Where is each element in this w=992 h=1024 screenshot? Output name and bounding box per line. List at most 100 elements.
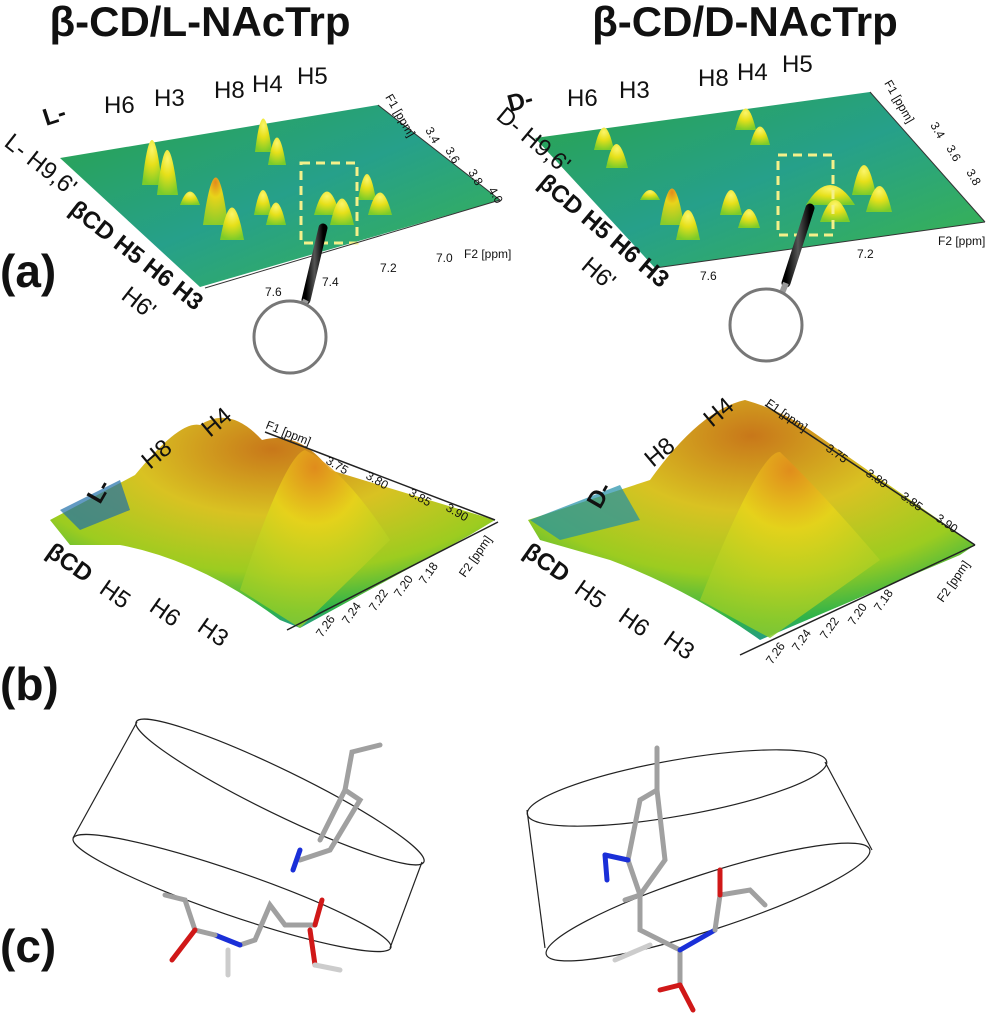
f2-tick: 7.0 xyxy=(436,251,453,265)
peak xyxy=(330,198,354,225)
peak xyxy=(660,188,684,225)
f2-axis xyxy=(204,199,501,289)
f1-axis xyxy=(264,431,496,521)
f2-tick: 7.22 xyxy=(817,614,842,641)
cross-peaks xyxy=(142,118,392,240)
proton-label: H5 xyxy=(95,575,136,615)
f2-axis xyxy=(286,521,499,631)
nactrp-molecule-l xyxy=(162,742,383,978)
proton-label: H4 xyxy=(252,71,283,98)
peak xyxy=(720,190,742,215)
f2-axis xyxy=(739,544,976,656)
peak xyxy=(180,191,200,205)
panel-label-c: (c) xyxy=(0,920,56,972)
peak xyxy=(735,108,756,130)
noesy-surface-right: 7.6 7.2 F2 [ppm] F1 [ppm] 3.4 3.6 3.8 xyxy=(535,78,986,283)
peak xyxy=(157,150,178,195)
cavity-side xyxy=(389,861,423,949)
f2-axis-label: F2 [ppm] xyxy=(934,558,973,605)
panel-label-b: (b) xyxy=(0,658,59,710)
peak xyxy=(255,118,272,152)
cyclodextrin-cavity-right xyxy=(526,749,873,962)
f2-tick: 7.2 xyxy=(857,247,874,261)
title-right: β-CD/D-NAcTrp xyxy=(592,0,898,45)
enantiomer-label-l: L- xyxy=(40,99,70,132)
side-label: βCD xyxy=(42,538,98,588)
f1-axis xyxy=(764,404,976,546)
peak xyxy=(358,174,376,200)
peak xyxy=(594,127,614,150)
peak xyxy=(220,207,244,240)
proton-label: H3 xyxy=(659,626,700,666)
peak xyxy=(866,186,892,212)
f2-tick: 7.4 xyxy=(322,275,339,289)
noesy-surface-left: 7.6 7.4 7.2 7.0 F2 [ppm] F1 [ppm] 3.4 3.… xyxy=(60,92,511,299)
peak xyxy=(852,165,876,195)
peak xyxy=(203,177,228,225)
spectrum-plane xyxy=(60,105,500,287)
magnifier-icon xyxy=(728,203,815,363)
proton-label: H3 xyxy=(154,85,185,112)
f2-axis xyxy=(654,221,986,269)
peak xyxy=(314,191,340,215)
proton-label: H6 xyxy=(567,85,598,112)
peak xyxy=(750,126,770,145)
f1-axis xyxy=(869,91,986,223)
proton-label: H6 xyxy=(145,593,186,633)
peak xyxy=(254,190,272,215)
proton-label: H6 xyxy=(614,603,655,643)
f2-tick: 7.22 xyxy=(366,586,391,613)
zoom-region-box xyxy=(299,161,359,245)
cavity-rim-narrow xyxy=(72,833,392,953)
proton-label: H5 xyxy=(570,575,611,615)
peak xyxy=(820,200,850,222)
f2-axis-label: F2 [ppm] xyxy=(938,234,985,248)
side-label: H6' xyxy=(576,252,620,295)
peak xyxy=(368,192,392,215)
cavity-side xyxy=(824,761,873,851)
surface-edge xyxy=(530,485,640,540)
zoom-region-box xyxy=(776,153,835,237)
f2-tick: 7.6 xyxy=(700,269,717,283)
proton-label: H6 xyxy=(104,92,135,119)
f2-axis-label: F2 [ppm] xyxy=(464,247,511,261)
f2-tick: 7.6 xyxy=(265,285,282,299)
f2-tick: 7.2 xyxy=(380,261,397,275)
proton-label: H8 xyxy=(214,77,245,104)
f1-tick: 3.4 xyxy=(927,120,948,142)
f1-tick: 3.6 xyxy=(943,143,964,165)
proton-label: H3 xyxy=(193,613,234,653)
side-label: H6' xyxy=(116,281,160,324)
spectrum-plane xyxy=(535,92,985,268)
peak xyxy=(640,190,660,200)
peak xyxy=(268,137,286,165)
proton-label: H5 xyxy=(297,63,328,90)
cavity-side xyxy=(72,721,138,839)
cavity-rim-wide xyxy=(135,718,425,866)
peak xyxy=(142,140,162,185)
cross-peak xyxy=(700,451,880,638)
surface-edge xyxy=(60,480,130,530)
proton-label: H5 xyxy=(782,51,813,78)
f1-tick: 3.8 xyxy=(963,167,984,189)
f1-axis xyxy=(377,104,501,201)
cavity-rim-narrow xyxy=(545,842,871,962)
proton-label: H8 xyxy=(698,65,729,92)
zoomed-surface-right: F1 [ppm] 3.75 3.80 3.85 3.90 7.26 7.24 7… xyxy=(528,396,976,667)
f2-tick: 7.20 xyxy=(391,572,416,599)
magnifier-icon xyxy=(252,223,328,375)
cross-peaks xyxy=(594,108,892,240)
peak xyxy=(676,210,700,240)
peak xyxy=(266,202,286,225)
f2-tick: 7.26 xyxy=(763,639,788,666)
nactrp-molecule-d xyxy=(602,745,768,1013)
cavity-side xyxy=(526,809,546,949)
title-left: β-CD/L-NAcTrp xyxy=(50,0,351,45)
peak xyxy=(738,209,760,228)
peak xyxy=(606,144,628,168)
proton-label: H3 xyxy=(619,77,650,104)
f2-tick: 7.18 xyxy=(416,559,441,586)
proton-label: H4 xyxy=(737,59,768,86)
panel-label-a: (a) xyxy=(0,245,56,297)
